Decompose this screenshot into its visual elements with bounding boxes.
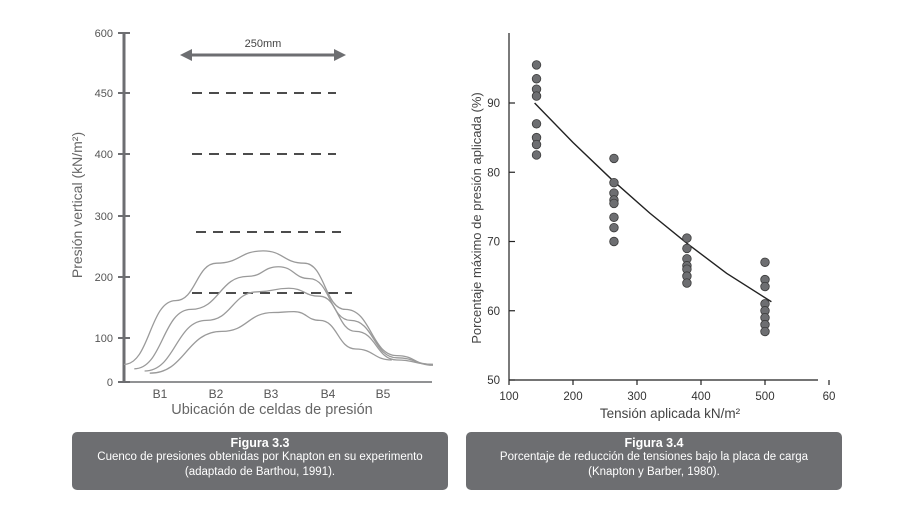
y-tick-label: 600 [95, 28, 113, 40]
y-tick-label: 0 [107, 377, 113, 389]
y-tick-label: 80 [487, 167, 500, 179]
pressure-curve [144, 287, 434, 372]
caption-text: Porcentaje de reducción de tensiones baj… [499, 451, 809, 478]
y-tick-label: 60 [487, 306, 500, 318]
data-point [609, 177, 619, 188]
x-tick-label: 400 [691, 391, 710, 403]
data-point [760, 326, 770, 337]
pressure-curve [134, 266, 434, 370]
y-axis-label: Porcentaje máximo de presión aplicada (%… [469, 92, 484, 343]
y-tick-label: 50 [487, 375, 500, 387]
y-axis-label: Presión vertical (kN/m²) [69, 132, 85, 278]
caption-figure-3-3: Figura 3.3 Cuenco de presiones obtenidas… [72, 432, 448, 490]
caption-figure-3-4: Figura 3.4 Porcentaje de reducción de te… [466, 432, 842, 490]
y-tick-label: 300 [95, 211, 113, 223]
x-tick-label: 500 [755, 391, 774, 403]
x-tick-label: 200 [563, 391, 582, 403]
x-tick-label: 60 [823, 391, 836, 403]
caption-title: Figura 3.3 [230, 436, 290, 450]
x-tick-label: 100 [499, 391, 518, 403]
data-point [760, 257, 770, 267]
y-tick-label: 70 [487, 237, 500, 249]
y-tick-label: 100 [95, 333, 113, 345]
x-axis-label: Ubicación de celdas de presión [171, 402, 373, 418]
data-point [609, 153, 619, 164]
caption-text: Cuenco de presiones obtenidas por Knapto… [97, 451, 423, 478]
data-point [682, 243, 692, 254]
trend-curve [534, 102, 772, 303]
data-point [531, 139, 542, 150]
x-axis-label: Tensión aplicada kN/m² [600, 406, 741, 421]
caption-title: Figura 3.4 [624, 436, 684, 450]
pressure-curve [123, 250, 434, 366]
arrow-head-left [180, 49, 192, 61]
x-tick-label: B1 [153, 387, 168, 401]
x-tick-label: B4 [321, 387, 336, 401]
x-tick-label: B3 [264, 387, 279, 401]
data-point [609, 212, 619, 222]
y-tick-label: 90 [487, 98, 500, 110]
arrow-head-right [334, 49, 346, 61]
data-point [531, 91, 542, 101]
data-point [531, 119, 542, 129]
pressure-curve [149, 310, 392, 374]
dimension-label: 250mm [245, 38, 282, 50]
data-point [531, 74, 542, 84]
data-point [760, 281, 770, 292]
x-tick-label: B5 [376, 387, 391, 401]
x-tick-label: 300 [627, 391, 646, 403]
y-tick-label: 200 [95, 272, 113, 284]
y-tick-label: 450 [95, 88, 113, 100]
x-tick-label: B2 [209, 387, 224, 401]
data-point [682, 278, 692, 288]
y-tick-label: 400 [95, 149, 113, 161]
data-point [609, 198, 619, 209]
data-point [682, 233, 692, 243]
data-point [609, 222, 619, 233]
data-point [609, 236, 619, 247]
data-point [531, 60, 542, 70]
data-point [531, 150, 542, 160]
